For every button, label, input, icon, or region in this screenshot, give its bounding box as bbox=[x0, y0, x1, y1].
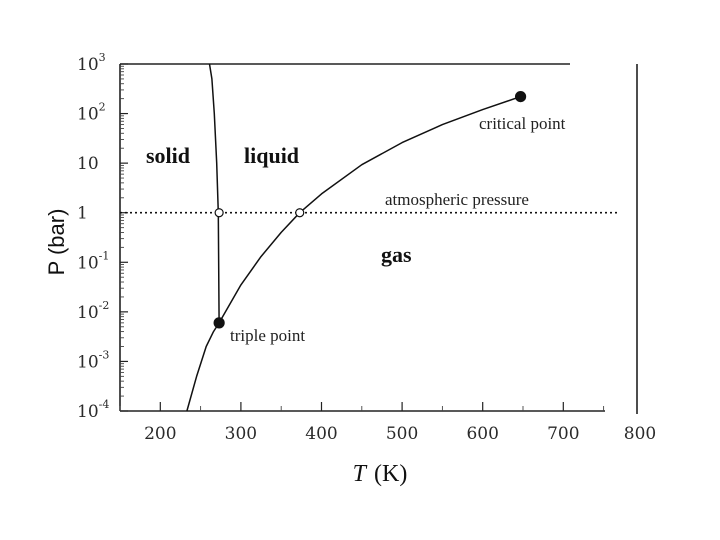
y-axis-title: P (bar) bbox=[44, 209, 69, 276]
y-tick-label: 10-3 bbox=[77, 348, 109, 372]
y-tick-label: 103 bbox=[77, 51, 106, 75]
x-tick-label: 600 bbox=[466, 424, 498, 444]
region-label-solid: solid bbox=[146, 143, 190, 168]
critical-point-label: critical point bbox=[479, 114, 566, 133]
x-tick-label: 500 bbox=[386, 424, 418, 444]
y-tick-base: 10 bbox=[77, 303, 99, 323]
critical-point-marker bbox=[516, 92, 526, 102]
y-tick-base: 10 bbox=[77, 402, 99, 422]
y-tick-exponent: -2 bbox=[99, 299, 110, 312]
x-tick-label: 300 bbox=[225, 424, 257, 444]
y-tick-base: 10 bbox=[77, 253, 99, 273]
x-tick-label: 200 bbox=[144, 424, 176, 444]
triple-point-label: triple point bbox=[230, 326, 305, 345]
y-tick-base: 10 bbox=[77, 154, 99, 174]
x-axis-title: T (K) bbox=[353, 461, 408, 487]
vaporization-curve bbox=[219, 97, 520, 323]
melting-curve bbox=[210, 64, 220, 323]
boiling-point-marker bbox=[296, 209, 304, 217]
y-tick-exponent: -3 bbox=[99, 348, 110, 361]
region-label-liquid: liquid bbox=[244, 143, 299, 168]
y-tick-exponent: 3 bbox=[99, 51, 106, 64]
melting-point-marker bbox=[215, 209, 223, 217]
y-tick-base: 1 bbox=[77, 204, 88, 224]
y-tick-exponent: -4 bbox=[99, 398, 110, 411]
region-label-gas: gas bbox=[381, 242, 412, 267]
triple-point-marker bbox=[214, 318, 224, 328]
x-axis-unit: (K) bbox=[374, 461, 407, 487]
y-tick-label: 10-4 bbox=[77, 398, 109, 422]
y-tick-label: 10-2 bbox=[77, 299, 109, 323]
atmospheric-pressure-label: atmospheric pressure bbox=[385, 190, 529, 209]
y-tick-label: 10-1 bbox=[77, 249, 109, 273]
sublimation-curve bbox=[187, 323, 219, 411]
x-tick-label: 800 bbox=[624, 424, 656, 444]
y-tick-label: 10 bbox=[77, 154, 99, 174]
x-axis-variable: T bbox=[353, 461, 368, 487]
x-tick-label: 700 bbox=[547, 424, 579, 444]
y-tick-label: 102 bbox=[77, 101, 106, 125]
y-tick-exponent: -1 bbox=[99, 249, 110, 262]
y-tick-exponent: 2 bbox=[99, 101, 106, 114]
y-tick-base: 10 bbox=[77, 352, 99, 372]
y-tick-base: 10 bbox=[77, 105, 99, 125]
x-tick-label: 400 bbox=[305, 424, 337, 444]
x-axis-ticks: 200 300 400 500 600 700 800 bbox=[120, 402, 656, 444]
y-tick-label: 1 bbox=[77, 204, 88, 224]
y-tick-base: 10 bbox=[77, 55, 99, 75]
